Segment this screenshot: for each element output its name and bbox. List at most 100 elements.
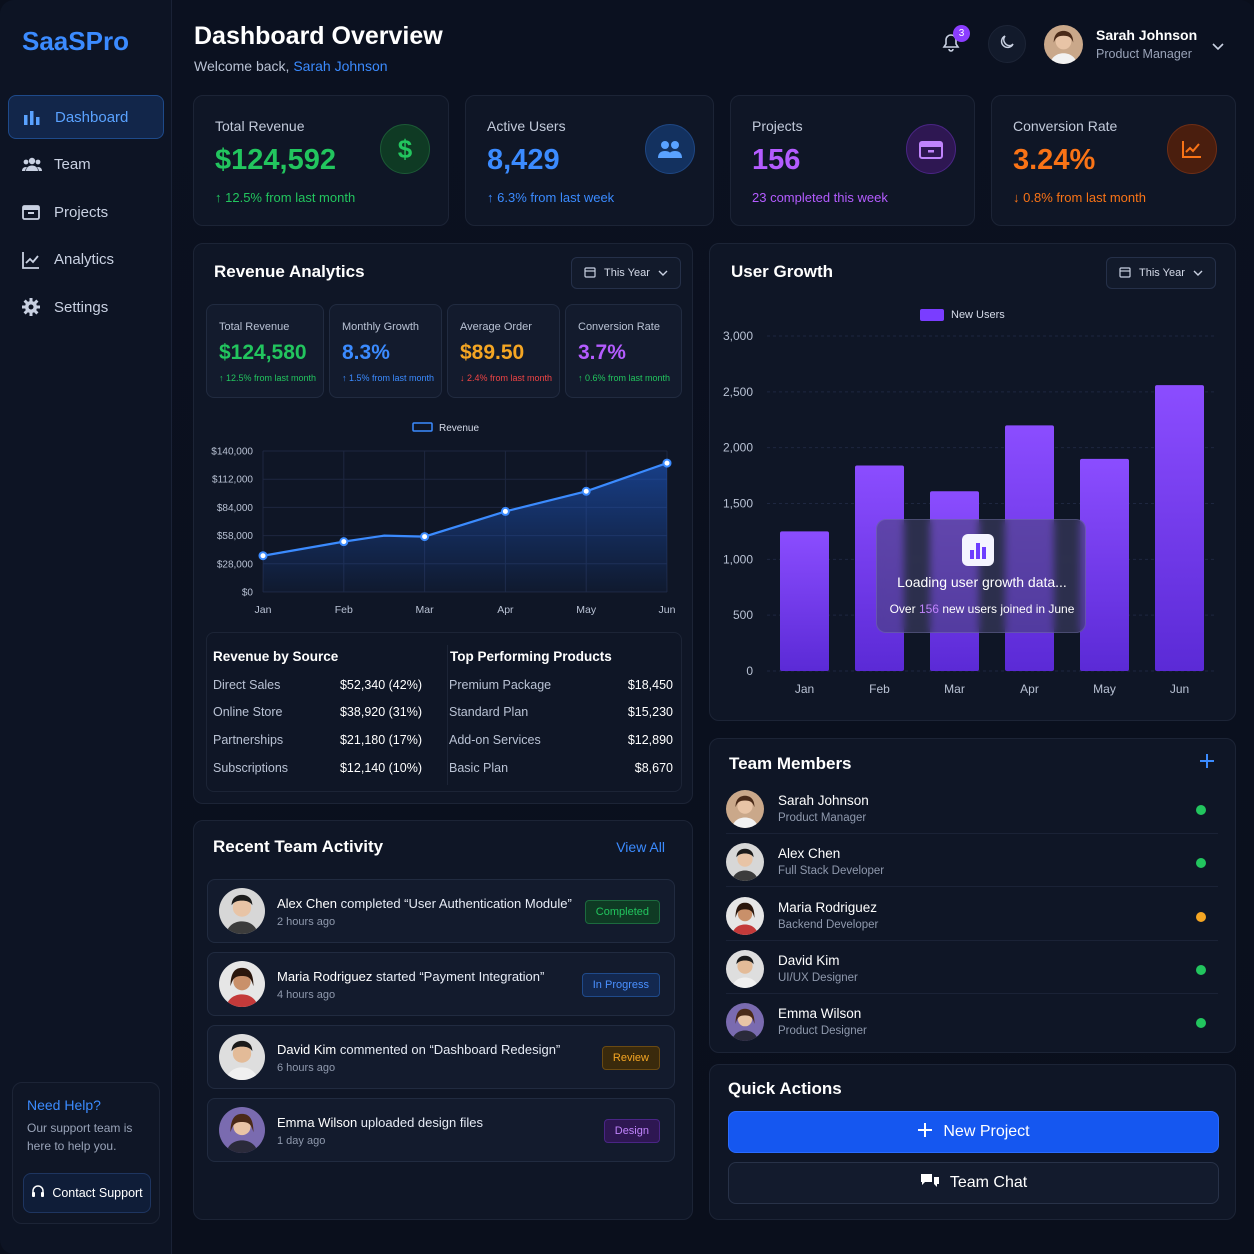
team-member-row[interactable]: David Kim UI/UX Designer	[726, 942, 1218, 994]
activity-user: Maria Rodriguez	[277, 969, 373, 984]
activity-user: David Kim	[277, 1042, 337, 1057]
y-tick-label: 3,000	[723, 329, 753, 343]
team-chat-label: Team Chat	[949, 1174, 1028, 1191]
overlay-count: 156	[918, 602, 939, 616]
app-logo[interactable]: SaaSPro	[22, 26, 129, 56]
revenue-point	[581, 486, 591, 496]
sidebar-item-team[interactable]: Team	[8, 143, 164, 187]
stat-label: Projects	[752, 118, 803, 134]
help-card: Need Help? Our support team is here to h…	[12, 1082, 160, 1224]
sidebar-item-label: Projects	[54, 203, 109, 221]
status-badge: Review	[601, 1046, 660, 1070]
user-avatar[interactable]	[1044, 25, 1083, 64]
activity-item[interactable]: Alex Chen completed “User Authentication…	[207, 879, 675, 943]
avatar	[219, 961, 265, 1007]
activity-time: 4 hours ago	[277, 989, 336, 1001]
user-growth-period-label: This Year	[1139, 267, 1185, 279]
y-tick-label: 1,500	[723, 497, 753, 511]
stat-sub-text: 0.8% from last month	[1023, 190, 1146, 205]
welcome-text: Welcome back, Sarah Johnson	[194, 58, 388, 74]
avatar	[726, 897, 764, 935]
mini-value: 3.7%	[578, 341, 626, 364]
new-project-button[interactable]: New Project	[728, 1111, 1219, 1153]
legend-label: New Users	[951, 309, 1005, 321]
y-tick-label: 0	[746, 664, 753, 678]
mini-sub: ↑ 0.6% from last month	[578, 373, 671, 383]
mini-stat-monthly-growth: Monthly Growth 8.3% ↑ 1.5% from last mon…	[329, 304, 442, 398]
mini-label: Conversion Rate	[578, 321, 660, 333]
source-value: $38,920 (31%)	[339, 705, 422, 719]
view-all-link[interactable]: View All	[616, 839, 665, 855]
product-value: $12,890	[627, 733, 673, 747]
revenue-point	[662, 458, 672, 468]
source-value: $21,180 (17%)	[339, 733, 422, 747]
online-status-dot	[1196, 1018, 1206, 1028]
team-members-title: Team Members	[729, 754, 852, 773]
user-growth-period-select[interactable]: This Year	[1106, 257, 1216, 289]
activity-item[interactable]: David Kim commented on “Dashboard Redesi…	[207, 1025, 675, 1089]
avatar	[726, 790, 764, 828]
team-chat-button[interactable]: Team Chat	[728, 1162, 1219, 1204]
bar-jan	[780, 531, 829, 671]
x-tick-label: Mar	[416, 604, 435, 616]
revenue-analytics-card: Revenue Analytics This Year Total Revenu…	[193, 243, 693, 804]
users-icon	[645, 124, 695, 174]
member-name: Alex Chen	[778, 846, 841, 861]
team-members-card: Team Members Sarah Johnson Product Manag…	[709, 738, 1236, 1053]
plus-icon	[1199, 754, 1215, 773]
y-tick-label: 2,500	[723, 385, 753, 399]
revenue-analytics-title: Revenue Analytics	[214, 262, 365, 281]
sidebar-item-analytics[interactable]: Analytics	[8, 238, 164, 282]
sidebar-item-dashboard[interactable]: Dashboard	[8, 95, 164, 139]
activity-item[interactable]: Maria Rodriguez started “Payment Integra…	[207, 952, 675, 1016]
add-member-button[interactable]	[1199, 753, 1215, 774]
mini-sub: ↑ 1.5% from last month	[342, 373, 435, 383]
revenue-period-select[interactable]: This Year	[571, 257, 681, 289]
sidebar-item-projects[interactable]: Projects	[8, 190, 164, 234]
team-member-row[interactable]: Emma Wilson Product Designer	[726, 995, 1218, 1047]
page-title: Dashboard Overview	[194, 22, 443, 50]
users-icon	[22, 156, 42, 174]
top-products-title: Top Performing Products	[450, 649, 612, 664]
team-member-row[interactable]: Sarah Johnson Product Manager	[726, 782, 1218, 834]
activity-time: 1 day ago	[277, 1135, 326, 1147]
product-value: $15,230	[627, 705, 673, 719]
revenue-point	[258, 551, 268, 561]
member-role: Product Manager	[778, 812, 867, 824]
help-title: Need Help?	[27, 1097, 101, 1113]
recent-activity-title: Recent Team Activity	[213, 837, 384, 856]
x-tick-label: May	[576, 604, 597, 616]
x-tick-label: Apr	[1020, 682, 1039, 696]
member-name: Emma Wilson	[778, 1006, 862, 1021]
mini-sub: ↑ 12.5% from last month	[219, 373, 317, 383]
team-member-row[interactable]: Alex Chen Full Stack Developer	[726, 835, 1218, 887]
header-user-role: Product Manager	[1096, 47, 1192, 61]
welcome-name: Sarah Johnson	[293, 58, 388, 74]
sidebar-item-settings[interactable]: Settings	[8, 285, 164, 329]
stat-value: 3.24%	[1013, 144, 1096, 176]
moon-icon	[999, 34, 1015, 55]
divider	[447, 645, 448, 785]
source-value: $12,140 (10%)	[339, 761, 422, 775]
contact-support-label: Contact Support	[52, 1186, 143, 1200]
mini-stat-total-revenue: Total Revenue $124,580 ↑ 12.5% from last…	[206, 304, 324, 398]
headset-icon	[31, 1184, 45, 1202]
chevron-down-icon[interactable]	[1212, 38, 1224, 56]
source-name: Online Store	[213, 705, 283, 719]
quick-actions-card: Quick Actions New Project Team Chat	[709, 1064, 1236, 1220]
revenue-area	[263, 463, 667, 592]
mini-sub: ↓ 2.4% from last month	[460, 373, 553, 383]
x-tick-label: Jan	[255, 604, 272, 616]
y-tick-label: $84,000	[217, 503, 254, 514]
activity-action: uploaded design files	[357, 1115, 483, 1130]
theme-toggle-button[interactable]	[988, 25, 1026, 63]
activity-text: Emma Wilson uploaded design files	[277, 1115, 483, 1130]
new-project-label: New Project	[943, 1123, 1030, 1140]
activity-item[interactable]: Emma Wilson uploaded design files 1 day …	[207, 1098, 675, 1162]
user-growth-bar-chart: New Users 0 500 1,000 1,500 2,000 2,500 3,000 Ja…	[723, 309, 1217, 696]
mini-value: $124,580	[219, 341, 307, 364]
x-tick-label: Apr	[497, 604, 514, 616]
contact-support-button[interactable]: Contact Support	[23, 1173, 151, 1213]
team-member-row[interactable]: Maria Rodriguez Backend Developer	[726, 889, 1218, 941]
